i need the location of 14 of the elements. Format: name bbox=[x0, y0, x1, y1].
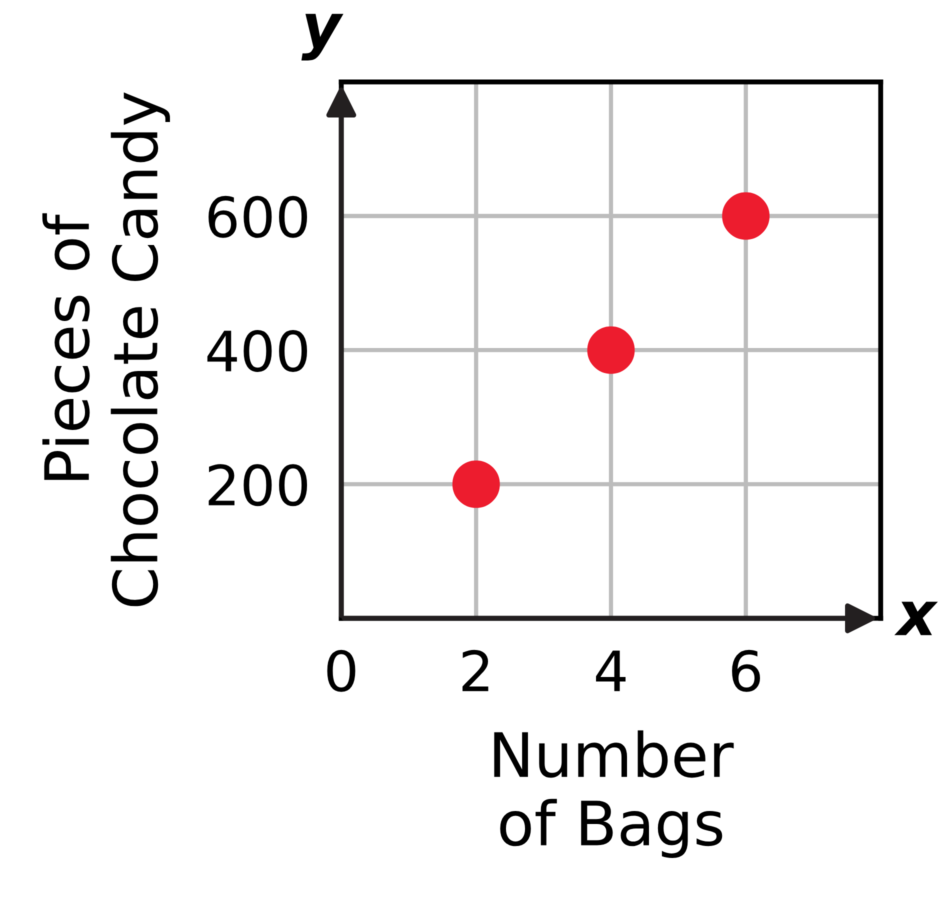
x-tick-label: 0 bbox=[327, 650, 356, 692]
point bbox=[722, 192, 770, 240]
text: x bbox=[894, 602, 938, 636]
text: y bbox=[301, 14, 344, 60]
y-axis-title: Pieces of Chocolate Candy bbox=[42, 92, 170, 606]
y-tick-label: 600 bbox=[208, 196, 308, 238]
x-tick-label: 2 bbox=[462, 650, 488, 692]
y-tick-label: 200 bbox=[208, 464, 308, 506]
x-tick-label: 4 bbox=[596, 650, 626, 692]
y-tick-label: 400 bbox=[207, 330, 308, 372]
point bbox=[452, 460, 500, 508]
x-axis-title: Number of Bags bbox=[494, 730, 734, 858]
x-tick-label: 6 bbox=[732, 650, 760, 692]
point bbox=[587, 326, 635, 374]
